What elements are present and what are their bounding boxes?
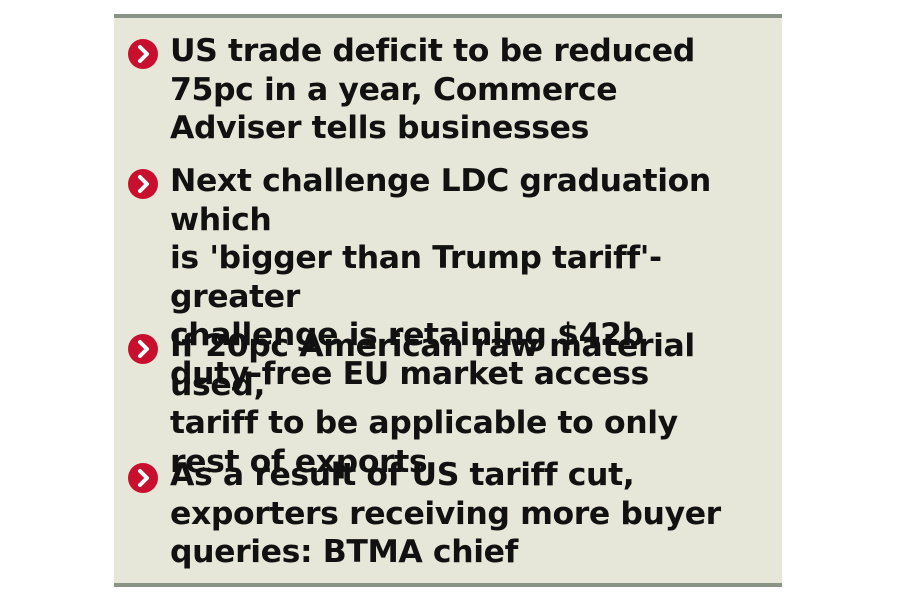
bullet-text: US trade deficit to be reduced 75pc in a…	[170, 33, 695, 146]
chevron-right-icon	[128, 463, 158, 493]
bullet-text: Next challenge LDC graduation which is '…	[170, 163, 711, 392]
highlights-box: US trade deficit to be reduced 75pc in a…	[114, 14, 782, 587]
bullet-text: If 20pc American raw material used, tari…	[170, 328, 695, 480]
chevron-right-icon	[128, 169, 158, 199]
chevron-right-icon	[128, 39, 158, 69]
bullet-text: As a result of US tariff cut, exporters …	[170, 457, 721, 570]
chevron-right-icon	[128, 334, 158, 364]
